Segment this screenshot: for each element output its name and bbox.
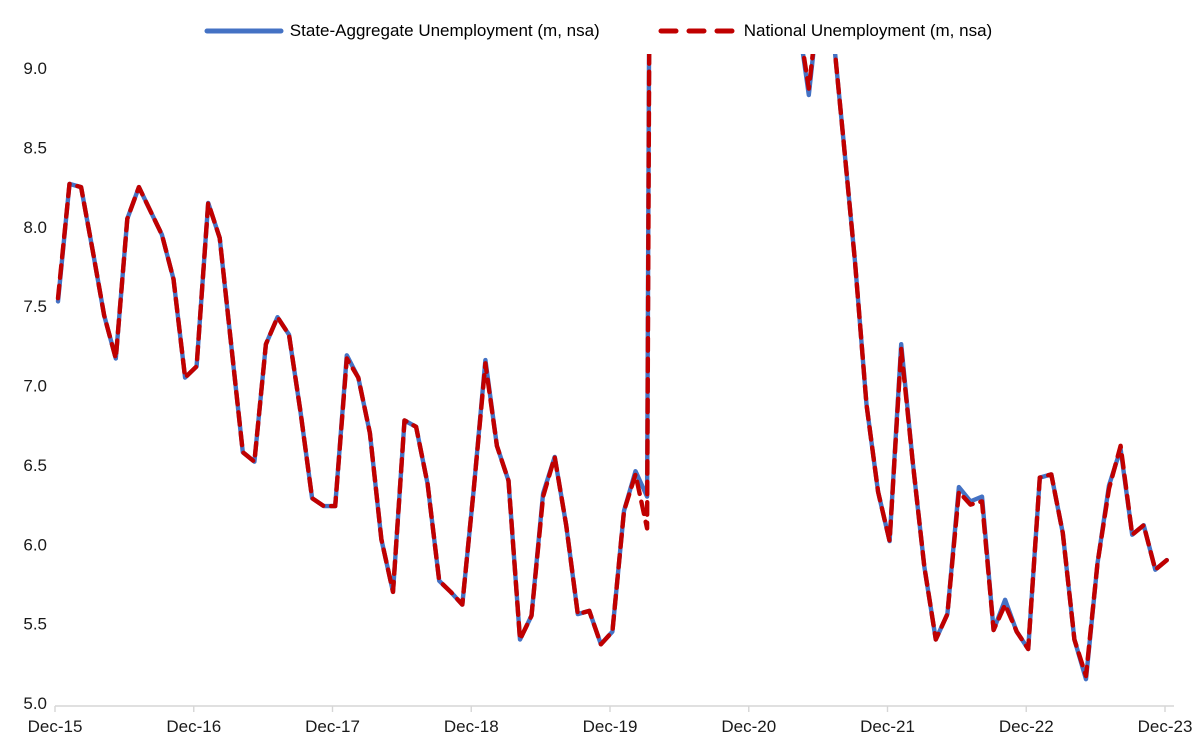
x-axis-tick-label: Dec-18 [444, 717, 499, 736]
y-axis-tick-label: 8.5 [23, 138, 47, 157]
legend-item-national: National Unemployment (m, nsa) [658, 21, 992, 41]
national-line-swatch [658, 28, 738, 34]
state-aggregate-line-swatch [204, 28, 284, 34]
y-axis-tick-label: 6.0 [23, 535, 47, 554]
x-axis-tick-label: Dec-17 [305, 717, 360, 736]
y-axis-tick-label: 9.0 [23, 59, 47, 78]
x-axis-tick-label: Dec-21 [860, 717, 915, 736]
x-axis-tick-label: Dec-22 [999, 717, 1054, 736]
state-aggregate-unemployment-line [55, 54, 1169, 682]
y-axis-tick-label: 7.5 [23, 297, 47, 316]
chart-legend: State-Aggregate Unemployment (m, nsa) Na… [0, 20, 1196, 42]
y-axis-tick-label: 5.0 [23, 694, 47, 713]
national-unemployment-line [55, 54, 1169, 679]
legend-item-state-aggregate: State-Aggregate Unemployment (m, nsa) [204, 21, 600, 41]
x-axis-tick-label: Dec-23 [1138, 717, 1193, 736]
y-axis-tick-label: 5.5 [23, 615, 47, 634]
x-axis-tick-label: Dec-19 [583, 717, 638, 736]
x-axis-tick-label: Dec-16 [166, 717, 221, 736]
y-axis-tick-label: 7.0 [23, 377, 47, 396]
x-axis-tick-label: Dec-15 [28, 717, 83, 736]
x-axis-tick-label: Dec-20 [721, 717, 776, 736]
legend-label-national: National Unemployment (m, nsa) [743, 21, 993, 40]
y-axis-tick-label: 8.0 [23, 218, 47, 237]
legend-label-state-aggregate: State-Aggregate Unemployment (m, nsa) [289, 21, 600, 40]
y-axis-tick-label: 6.5 [23, 456, 47, 475]
